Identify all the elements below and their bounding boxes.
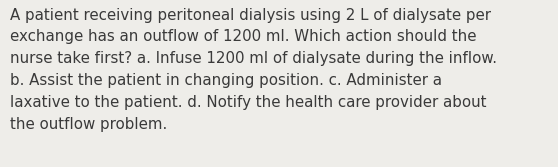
Text: A patient receiving peritoneal dialysis using 2 L of dialysate per
exchange has : A patient receiving peritoneal dialysis … xyxy=(10,8,497,132)
